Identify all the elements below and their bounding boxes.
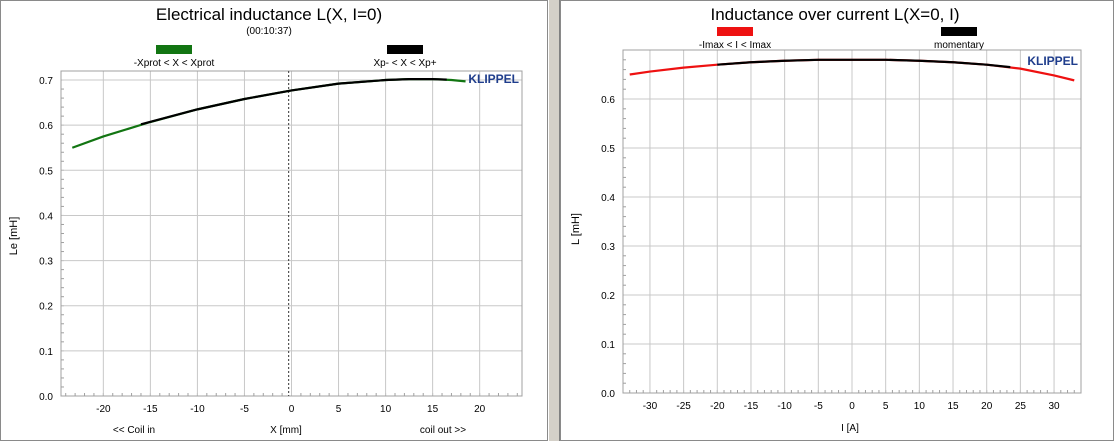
y-tick-label: 0.2 — [39, 302, 53, 313]
x-tick-label: -15 — [143, 404, 158, 415]
x-tick-label: -25 — [676, 401, 691, 412]
y-tick-label: 0.5 — [601, 144, 615, 155]
panel-divider[interactable] — [548, 0, 560, 441]
x-tick-label: -10 — [777, 401, 792, 412]
x-tick-label: 20 — [981, 401, 993, 412]
x-tick-label: 0 — [849, 401, 855, 412]
klippel-logo: KLIPPEL — [468, 72, 519, 86]
x-tick-label: 15 — [427, 404, 439, 415]
x-tick-label: 0 — [289, 404, 295, 415]
chart-subtitle: (00:10:37) — [246, 26, 292, 37]
coil-out-note: coil out >> — [420, 425, 466, 436]
y-tick-label: 0.0 — [39, 392, 53, 403]
chart-title: Electrical inductance L(X, I=0) — [156, 5, 382, 24]
x-axis-label: I [A] — [841, 423, 859, 434]
series-line-0 — [71, 78, 466, 149]
chart-left-svg: Electrical inductance L(X, I=0) (00:10:3… — [8, 5, 523, 436]
plot-area: -20 -15 -10 -5 0 5 10 15 20 0.0 0.1 0.2 0.3 0.4 0.5 0.6… — [39, 70, 523, 415]
x-tick-label: 5 — [883, 401, 889, 412]
y-tick-label: 0.4 — [39, 211, 53, 222]
x-tick-label: -5 — [814, 401, 823, 412]
y-tick-label: 0.0 — [601, 389, 615, 400]
plot-frame — [622, 49, 1082, 394]
legend: -Xprot < X < Xprot Xp- < X < Xp+ — [134, 45, 437, 69]
y-tick-label: 0.7 — [39, 76, 53, 87]
x-tick-label: 10 — [380, 404, 392, 415]
legend-swatch — [156, 45, 192, 54]
x-tick-label: 20 — [474, 404, 486, 415]
y-tick-label: 0.6 — [601, 95, 615, 106]
series-line-1 — [140, 78, 447, 126]
coil-in-note: << Coil in — [113, 425, 155, 436]
legend-label: -Xprot < X < Xprot — [134, 58, 215, 69]
legend-label: -Imax < I < Imax — [699, 40, 771, 51]
x-tick-label: 15 — [947, 401, 959, 412]
plot-frame — [60, 70, 523, 397]
inductance-vs-displacement-chart: Electrical inductance L(X, I=0) (00:10:3… — [0, 0, 548, 441]
y-tick-label: 0.4 — [601, 193, 615, 204]
legend-swatch — [717, 27, 753, 36]
x-tick-label: 25 — [1015, 401, 1027, 412]
x-tick-label: -30 — [643, 401, 658, 412]
y-tick-label: 0.3 — [601, 242, 615, 253]
y-axis-label: Le [mH] — [8, 217, 20, 256]
plot-area: -30 -25 -20 -15 -10 -5 0 5 10 15 20 25 30 0.0 0.1 0.2 0.… — [601, 49, 1082, 412]
series-line-1 — [717, 58, 1011, 69]
y-tick-label: 0.1 — [601, 340, 615, 351]
x-axis-label: X [mm] — [270, 425, 302, 436]
chart-right-svg: Inductance over current L(X=0, I) -Imax … — [570, 5, 1082, 434]
x-tick-label: 10 — [914, 401, 926, 412]
chart-title: Inductance over current L(X=0, I) — [711, 5, 960, 24]
legend-swatch — [941, 27, 977, 36]
legend: -Imax < I < Imax momentary — [699, 27, 984, 51]
legend-label: Xp- < X < Xp+ — [373, 58, 436, 69]
y-tick-label: 0.6 — [39, 121, 53, 132]
legend-swatch — [387, 45, 423, 54]
x-tick-label: 5 — [336, 404, 342, 415]
x-tick-label: -10 — [190, 404, 205, 415]
inductance-vs-current-chart: Inductance over current L(X=0, I) -Imax … — [560, 0, 1114, 441]
x-tick-label: -20 — [710, 401, 725, 412]
y-axis-label: L [mH] — [570, 213, 582, 245]
y-tick-label: 0.5 — [39, 166, 53, 177]
x-tick-label: -15 — [744, 401, 759, 412]
x-tick-label: -20 — [96, 404, 111, 415]
klippel-logo: KLIPPEL — [1027, 54, 1078, 68]
legend-label: momentary — [934, 40, 984, 51]
x-tick-label: 30 — [1048, 401, 1060, 412]
y-tick-label: 0.3 — [39, 257, 53, 268]
y-tick-label: 0.1 — [39, 347, 53, 358]
y-tick-label: 0.2 — [601, 291, 615, 302]
x-tick-label: -5 — [240, 404, 249, 415]
